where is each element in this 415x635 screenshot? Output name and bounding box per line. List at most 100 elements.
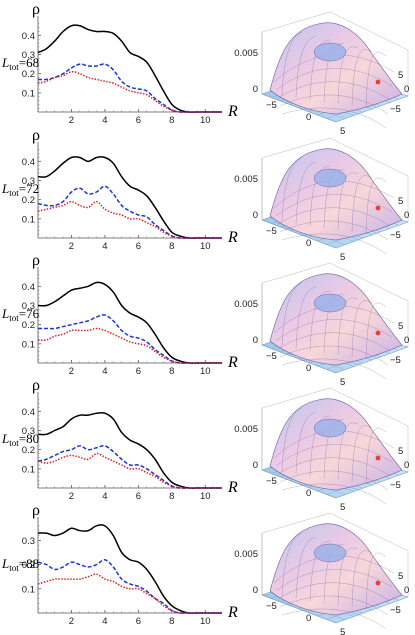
surface-mesh-line xyxy=(277,582,391,602)
total-density-line xyxy=(37,156,222,239)
ltot-symbol: L xyxy=(1,306,9,321)
surface-y-tick-label: −5 xyxy=(390,480,401,491)
surface-mesh-line xyxy=(295,286,317,350)
ltot-value: =88 xyxy=(19,556,39,571)
surface-mesh-line xyxy=(279,94,389,115)
x-tick-label: 10 xyxy=(200,366,211,377)
y-tick-label: 0.4 xyxy=(22,157,35,168)
y-tick-label: 0.2 xyxy=(22,69,35,80)
density-panel-5: 0.1 0.2 0.3 2 4 6 8 10 ρ R Ltot=88 xyxy=(1,502,238,627)
surface-mesh-line xyxy=(281,157,303,223)
surface-x-tick-label: −5 xyxy=(266,100,277,111)
y-tick-label: 0.3 xyxy=(22,50,35,61)
blue-density-line xyxy=(37,558,222,614)
box-edge xyxy=(261,387,331,409)
surface-mesh-line xyxy=(365,552,387,610)
ltot-label: Ltot=72 xyxy=(1,181,39,198)
surface-mesh-line xyxy=(365,302,387,360)
surface-z-tick-label: 0.005 xyxy=(234,424,258,435)
x-tick-label: 6 xyxy=(136,241,141,252)
box-edge xyxy=(261,11,331,33)
ltot-label: Ltot=76 xyxy=(1,306,40,323)
surface-dip xyxy=(313,42,347,62)
surface-x-tick-label: 5 xyxy=(340,377,345,388)
x-tick-label: 2 xyxy=(69,616,74,627)
red-density-line xyxy=(37,200,222,239)
surface-x-tick-label: 0 xyxy=(306,613,311,624)
y-axis-title: ρ xyxy=(32,127,40,144)
surface-x-tick-label: −5 xyxy=(266,601,277,612)
box-edge xyxy=(261,137,331,159)
ltot-label: Ltot=80 xyxy=(1,431,39,448)
y-tick-label: 0.1 xyxy=(22,464,35,475)
ltot-subscript: tot xyxy=(9,563,19,573)
surface-mesh-line xyxy=(351,49,373,107)
y-tick-label: 0.1 xyxy=(22,214,35,225)
y-tick-label: 0.4 xyxy=(22,31,35,42)
box-edge xyxy=(261,512,331,534)
x-tick-label: 10 xyxy=(200,616,211,627)
surface-mesh-line xyxy=(281,31,303,97)
box-edge xyxy=(329,11,409,51)
x-axis-title: R xyxy=(227,479,238,496)
x-tick-label: 8 xyxy=(169,616,174,627)
box-edge xyxy=(329,387,409,427)
total-density-line xyxy=(37,24,222,113)
surface-mesh-line xyxy=(275,569,393,592)
red-density-line xyxy=(37,573,222,614)
y-tick-label: 0.3 xyxy=(22,536,35,547)
blue-density-line xyxy=(37,63,222,113)
red-density-line xyxy=(37,452,222,489)
y-tick-label: 0.2 xyxy=(22,195,35,206)
surface-mesh-line xyxy=(295,35,317,99)
surface-dip xyxy=(313,543,347,563)
y-tick-label: 0.3 xyxy=(22,176,35,187)
surface-dip xyxy=(313,168,347,188)
density-panel-4: 0.1 0.2 0.3 0.4 2 4 6 8 10 ρ R Ltot=80 xyxy=(1,377,238,502)
ltot-value: =76 xyxy=(19,306,40,321)
x-axis-title: R xyxy=(227,604,238,621)
surface-x-tick-label: 5 xyxy=(340,502,345,513)
total-density-line xyxy=(37,411,222,489)
surface-mesh-line xyxy=(281,407,303,473)
box-edge xyxy=(261,262,331,284)
y-axis-title: ρ xyxy=(32,377,40,394)
surface-mesh-line xyxy=(281,282,303,348)
surface-x-tick-label: −5 xyxy=(266,351,277,362)
surface-y-tick-label: 5 xyxy=(398,70,403,81)
surface-mesh-line xyxy=(275,68,393,91)
surface-mesh-line xyxy=(365,427,387,485)
surface-mesh-line xyxy=(277,207,391,227)
x-tick-label: 10 xyxy=(200,115,211,126)
ltot-symbol: L xyxy=(1,181,9,196)
y-tick-label: 0.2 xyxy=(22,320,35,331)
y-tick-label: 0.4 xyxy=(22,407,35,418)
surface-z-zero-label: 0 xyxy=(253,585,258,596)
red-density-line xyxy=(37,70,222,113)
surface-mesh-line xyxy=(277,457,391,477)
surface-x-tick-label: 0 xyxy=(306,112,311,123)
surface-x-tick-label: 0 xyxy=(306,488,311,499)
density-panel-3: 0.1 0.2 0.3 0.4 2 4 6 8 10 ρ R Ltot=76 xyxy=(1,252,238,377)
surface-y-tick-label: −5 xyxy=(390,605,401,616)
x-tick-label: 6 xyxy=(136,115,141,126)
surface-z-zero-label: 0 xyxy=(253,210,258,221)
x-tick-label: 4 xyxy=(102,366,107,377)
surface-mesh-line xyxy=(275,194,393,217)
x-axis-title: R xyxy=(227,229,238,246)
surface-mesh-line xyxy=(279,220,389,241)
ltot-symbol: L xyxy=(1,431,9,446)
x-tick-label: 2 xyxy=(69,491,74,502)
blue-density-line xyxy=(38,314,222,364)
box-edge xyxy=(329,262,409,302)
surface-z-tick-label: 0.005 xyxy=(234,48,258,59)
surface-mesh-line xyxy=(281,532,303,598)
surface-mesh-line xyxy=(279,470,389,491)
surface-x-tick-label: −5 xyxy=(266,476,277,487)
x-tick-label: 2 xyxy=(69,115,74,126)
surface-mesh-line xyxy=(365,177,387,235)
surface-y-tick-label: 0 xyxy=(404,460,409,471)
x-tick-label: 6 xyxy=(136,491,141,502)
